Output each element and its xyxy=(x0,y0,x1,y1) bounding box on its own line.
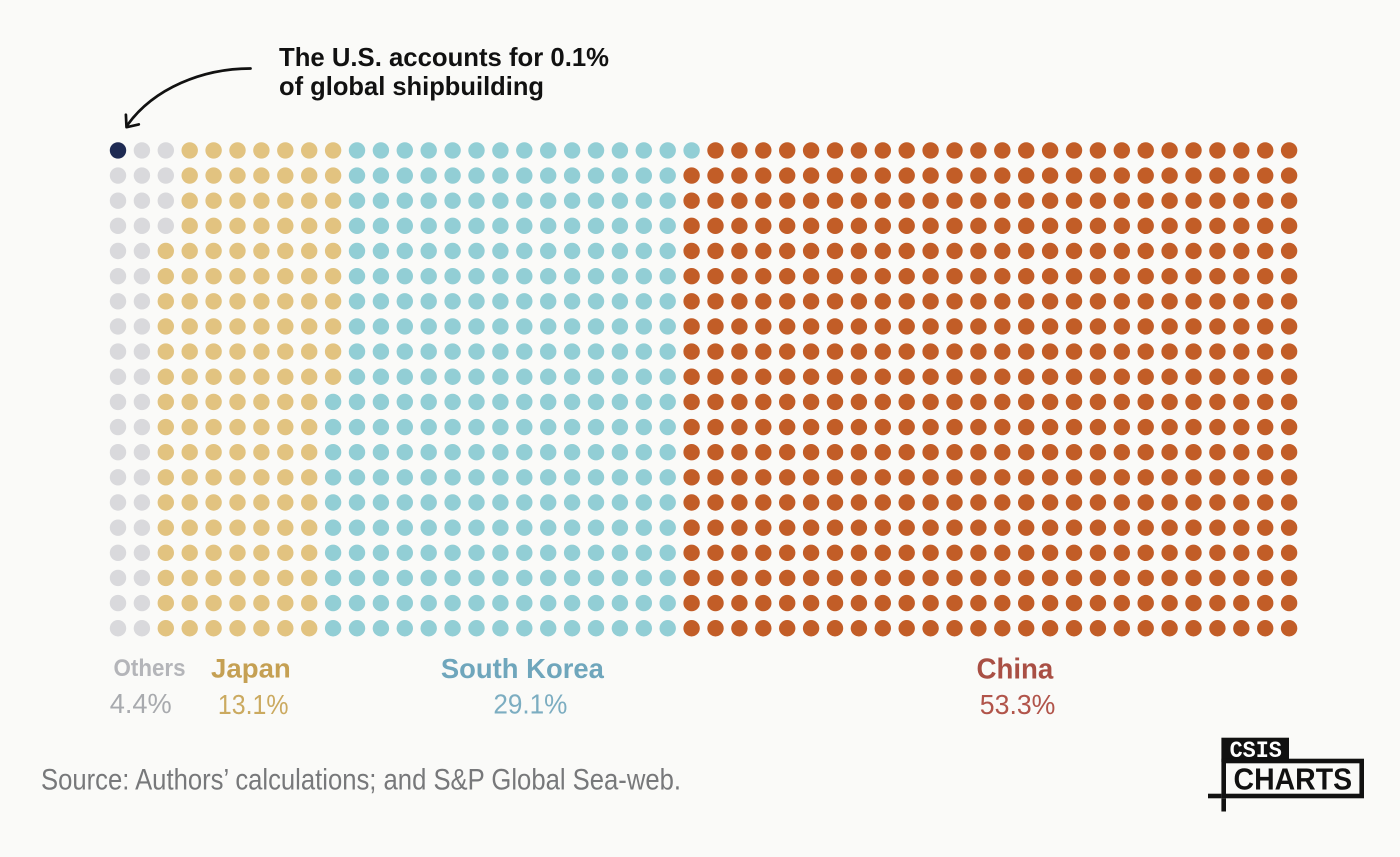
svg-text:Japan: Japan xyxy=(211,654,291,684)
svg-text:Others: Others xyxy=(114,655,186,682)
svg-text:CHARTS: CHARTS xyxy=(1234,762,1353,797)
svg-text:CSIS: CSIS xyxy=(1230,738,1282,764)
svg-text:of global shipbuilding: of global shipbuilding xyxy=(279,71,544,101)
svg-text:13.1%: 13.1% xyxy=(218,689,289,720)
svg-text:4.4%: 4.4% xyxy=(110,688,172,719)
svg-text:Source: Authors’ calculations;: Source: Authors’ calculations; and S&P G… xyxy=(41,763,681,796)
svg-text:The U.S. accounts for 0.1%: The U.S. accounts for 0.1% xyxy=(279,42,609,72)
svg-text:China: China xyxy=(977,653,1055,685)
svg-text:53.3%: 53.3% xyxy=(980,689,1056,720)
svg-text:South Korea: South Korea xyxy=(441,653,604,684)
svg-text:29.1%: 29.1% xyxy=(493,689,567,720)
